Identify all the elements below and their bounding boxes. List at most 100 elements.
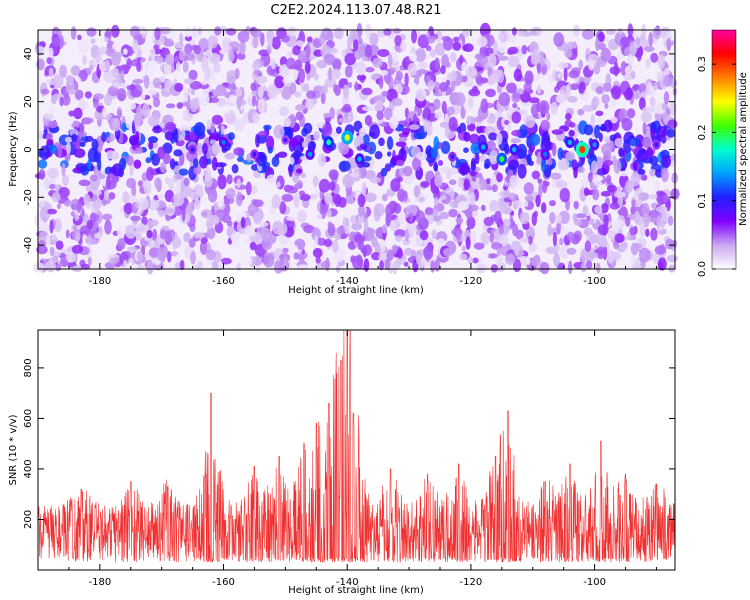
heatmap-cell [480, 204, 486, 212]
heatmap-cell [361, 182, 367, 197]
heatmap-cell [380, 240, 387, 253]
heatmap-cell [498, 204, 506, 214]
heatmap-cell [376, 110, 384, 121]
heatmap-cell [316, 213, 323, 220]
heatmap-cell [49, 246, 55, 257]
heatmap-cell [527, 235, 533, 245]
heatmap-cell [633, 206, 641, 212]
heatmap-cell [650, 52, 659, 63]
heatmap-cell [162, 152, 171, 165]
heatmap-cell [590, 160, 598, 175]
heatmap-cell [87, 256, 92, 266]
heatmap-cell [236, 94, 242, 110]
heatmap-cell [338, 117, 351, 124]
heatmap-cell [531, 170, 541, 180]
heatmap-cell [423, 245, 434, 260]
heatmap-cell [666, 254, 678, 263]
heatmap-cell [318, 178, 331, 193]
heatmap-cell [74, 214, 80, 221]
heatmap-cell [371, 236, 378, 248]
heatmap-cell [282, 247, 289, 254]
heatmap-cell [213, 61, 221, 73]
heatmap-cell [539, 262, 550, 275]
heatmap-cell [640, 33, 646, 42]
heatmap-cell [557, 158, 570, 171]
heatmap-cell [624, 65, 632, 75]
heatmap-cell [332, 59, 342, 72]
heatmap-cell [469, 204, 479, 212]
heatmap-cell [204, 166, 211, 182]
heatmap-cell [623, 74, 632, 81]
heatmap-cell [85, 135, 94, 142]
heatmap-cell [439, 211, 450, 220]
heatmap-cell [295, 40, 305, 47]
heatmap-cell [44, 113, 55, 120]
heatmap-cell [244, 238, 252, 247]
heatmap-cell [328, 169, 339, 181]
heatmap-cell [220, 257, 232, 265]
heatmap-cell [385, 68, 395, 76]
heatmap-cell [220, 125, 225, 135]
heatmap-cell [329, 181, 336, 191]
heatmap-cell [316, 59, 328, 69]
heatmap-cell [642, 107, 647, 113]
heatmap-cell [584, 240, 592, 252]
heatmap-cell [350, 215, 357, 224]
heatmap-cell [119, 157, 127, 171]
heatmap-cell [366, 145, 371, 152]
heatmap-cell [578, 59, 583, 70]
heatmap-cell [252, 112, 261, 125]
heatmap-cell [366, 228, 376, 235]
heatmap-cell [517, 163, 527, 179]
heatmap-cell [286, 51, 294, 58]
heatmap-cell [441, 100, 447, 114]
heatmap-cell [236, 156, 245, 162]
heatmap-cell [175, 253, 181, 263]
heatmap-cell [416, 151, 428, 161]
heatmap-cell [270, 58, 276, 70]
heatmap-cell [646, 146, 654, 159]
heatmap-cell [427, 80, 435, 91]
heatmap-cell [603, 119, 613, 133]
heatmap-cell [150, 47, 156, 62]
heatmap-cell [165, 176, 170, 185]
heatmap-cell [467, 256, 474, 265]
heatmap-cell [415, 48, 426, 62]
heatmap-cell [551, 142, 557, 157]
heatmap-cell [38, 149, 43, 158]
heatmap-cell [517, 28, 525, 37]
heatmap-cell [369, 32, 379, 46]
heatmap-cell [127, 246, 138, 253]
heatmap-cell [467, 123, 476, 132]
heatmap-cell [556, 219, 561, 235]
heatmap-cell [392, 203, 402, 214]
colorbar-gradient [712, 30, 736, 269]
heatmap-cell [236, 263, 241, 272]
heatmap-cell [582, 28, 595, 40]
heatmap-cell [135, 147, 144, 154]
heatmap-cell [342, 174, 355, 189]
heatmap-cell [132, 39, 139, 50]
heatmap-cell [480, 231, 490, 246]
heatmap-cell [40, 198, 45, 208]
heatmap-cell [573, 200, 579, 210]
heatmap-cell [65, 229, 70, 239]
heatmap-cell [583, 227, 593, 236]
heatmap-cell [239, 40, 246, 56]
heatmap-cell [504, 119, 510, 125]
heatmap-cell [164, 131, 175, 141]
heatmap-cell [603, 82, 612, 93]
heatmap-cell [433, 91, 444, 97]
heatmap-cell [415, 210, 426, 224]
heatmap-cell [491, 242, 502, 250]
heatmap-cell [231, 164, 239, 174]
heatmap-cell [417, 68, 427, 74]
heatmap-cell [645, 106, 655, 113]
heatmap-cell [286, 57, 296, 70]
heatmap-cell [473, 242, 485, 250]
heatmap-cell [397, 188, 406, 202]
heatmap-cell [585, 260, 593, 270]
heatmap-cell [184, 43, 193, 55]
heatmap-cell [453, 36, 460, 43]
heatmap-cell [312, 247, 323, 258]
